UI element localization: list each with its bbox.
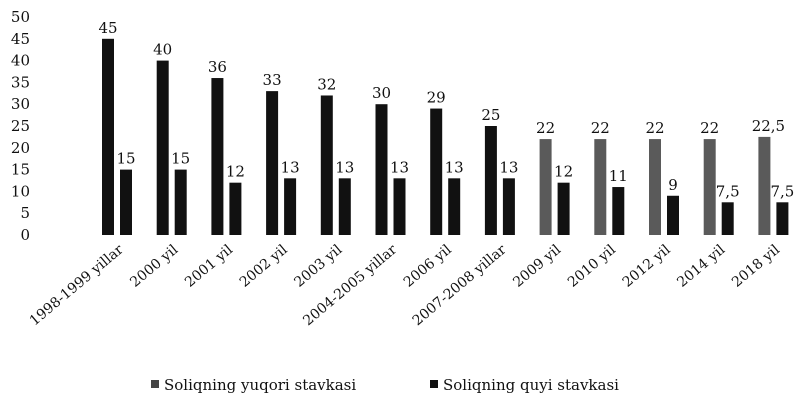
data-label-yuqori-7: 29 bbox=[427, 89, 446, 107]
bar-quyi-8 bbox=[502, 178, 515, 235]
bar-yuqori-2 bbox=[156, 60, 169, 235]
x-axis-categories: 1998-1999 yillar 2000 yil 2001 yil 2002 yil… bbox=[27, 241, 784, 329]
bar-quyi-2 bbox=[174, 169, 187, 235]
data-label-yuqori-4: 33 bbox=[263, 71, 282, 89]
category-label-10: 2010 yil bbox=[565, 241, 619, 290]
data-label-yuqori-9: 22 bbox=[536, 119, 555, 137]
y-tick-label: 50 bbox=[11, 8, 30, 26]
bar-quyi-3 bbox=[229, 182, 242, 235]
data-label-yuqori-13: 22,5 bbox=[752, 117, 785, 135]
y-tick-label: 5 bbox=[20, 204, 30, 222]
data-label-yuqori-11: 22 bbox=[645, 119, 664, 137]
data-label-quyi-7: 13 bbox=[445, 158, 464, 176]
y-tick-label: 40 bbox=[11, 52, 30, 70]
bar-quyi-7 bbox=[448, 178, 461, 235]
data-label-yuqori-1: 45 bbox=[98, 19, 117, 37]
y-tick-label: 20 bbox=[11, 139, 30, 157]
category-label-3: 2001 yil bbox=[182, 241, 236, 290]
data-label-yuqori-3: 36 bbox=[208, 58, 227, 76]
y-tick-label: 30 bbox=[11, 95, 30, 113]
bar-yuqori-13 bbox=[758, 136, 771, 235]
data-label-quyi-10: 11 bbox=[609, 167, 628, 185]
category-label-13: 2018 yil bbox=[729, 241, 783, 290]
data-label-quyi-2: 15 bbox=[171, 150, 190, 168]
bar-quyi-1 bbox=[120, 169, 132, 235]
bar-yuqori-12 bbox=[703, 139, 716, 235]
legend-label-quyi: Soliqning quyi stavkasi bbox=[443, 376, 619, 394]
legend-swatch-yuqori bbox=[151, 380, 159, 388]
bar-yuqori-10 bbox=[594, 139, 607, 235]
bar-yuqori-1 bbox=[102, 38, 114, 235]
bar-yuqori-8 bbox=[484, 126, 497, 235]
data-label-quyi-11: 9 bbox=[668, 176, 678, 194]
data-label-quyi-5: 13 bbox=[335, 158, 354, 176]
data-label-quyi-13: 7,5 bbox=[770, 182, 794, 200]
data-label-quyi-3: 12 bbox=[226, 163, 245, 181]
data-label-quyi-6: 13 bbox=[390, 158, 409, 176]
legend-swatch-quyi bbox=[430, 380, 438, 388]
data-label-quyi-8: 13 bbox=[499, 158, 518, 176]
data-label-yuqori-10: 22 bbox=[591, 119, 610, 137]
legend: Soliqning yuqori stavkasi Soliqning quyi… bbox=[151, 376, 619, 394]
data-label-yuqori-8: 25 bbox=[481, 106, 500, 124]
bar-yuqori-11 bbox=[649, 139, 661, 235]
data-label-yuqori-12: 22 bbox=[700, 119, 719, 137]
category-label-2: 2000 yil bbox=[127, 241, 181, 290]
data-label-quyi-4: 13 bbox=[281, 158, 300, 176]
category-label-5: 2003 yil bbox=[291, 241, 345, 290]
data-labels: 45 15 40 15 36 12 33 13 32 13 30 13 29 13 25 13 22 12 22 11… bbox=[98, 19, 794, 201]
category-label-9: 2009 yil bbox=[510, 241, 564, 290]
category-label-7: 2006 yil bbox=[401, 241, 455, 290]
data-label-yuqori-2: 40 bbox=[153, 41, 172, 59]
y-axis: 0 5 10 15 20 25 30 35 40 45 50 bbox=[11, 8, 30, 244]
data-label-quyi-1: 15 bbox=[116, 150, 135, 168]
y-tick-label: 45 bbox=[11, 30, 30, 48]
bar-yuqori-9 bbox=[539, 139, 552, 235]
category-label-6: 2004-2005 yillar bbox=[300, 242, 400, 330]
data-label-quyi-9: 12 bbox=[554, 163, 573, 181]
category-label-11: 2012 yil bbox=[620, 241, 674, 290]
bar-yuqori-6 bbox=[375, 104, 388, 235]
y-tick-label: 0 bbox=[20, 226, 30, 244]
bar-yuqori-3 bbox=[211, 78, 224, 235]
y-tick-label: 25 bbox=[11, 117, 30, 135]
bar-yuqori-4 bbox=[266, 91, 279, 236]
data-label-quyi-12: 7,5 bbox=[716, 182, 740, 200]
bars bbox=[102, 38, 789, 236]
y-tick-label: 35 bbox=[11, 73, 30, 91]
category-label-8: 2007-2008 yillar bbox=[410, 242, 510, 330]
category-label-1: 1998-1999 yillar bbox=[27, 242, 127, 330]
bar-quyi-13 bbox=[776, 202, 789, 235]
bar-quyi-12 bbox=[721, 202, 734, 235]
bar-quyi-6 bbox=[393, 178, 406, 235]
category-label-4: 2002 yil bbox=[237, 241, 291, 290]
bar-quyi-10 bbox=[612, 187, 625, 235]
category-label-12: 2014 yil bbox=[674, 241, 728, 290]
bar-quyi-4 bbox=[284, 178, 297, 235]
y-tick-label: 15 bbox=[11, 161, 30, 179]
legend-label-yuqori: Soliqning yuqori stavkasi bbox=[164, 376, 356, 394]
data-label-yuqori-5: 32 bbox=[317, 75, 336, 93]
bar-quyi-11 bbox=[667, 195, 679, 235]
bar-yuqori-5 bbox=[320, 95, 333, 235]
bar-yuqori-7 bbox=[430, 108, 443, 235]
bar-quyi-5 bbox=[338, 178, 351, 235]
y-tick-label: 10 bbox=[11, 182, 30, 200]
bar-quyi-9 bbox=[557, 182, 570, 235]
data-label-yuqori-6: 30 bbox=[372, 84, 391, 102]
